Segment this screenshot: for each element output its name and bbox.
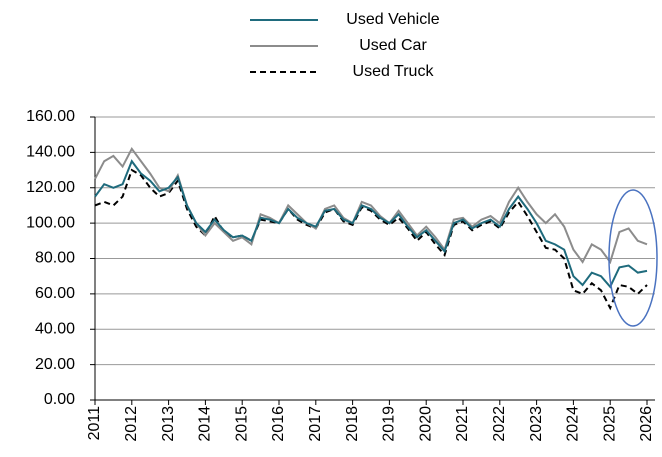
y-tick-label: 160.00 <box>26 108 75 125</box>
x-tick-label: 2022 <box>491 406 508 442</box>
x-tick-label: 2013 <box>160 406 177 442</box>
x-tick-label: 2021 <box>454 406 471 442</box>
highlight-ellipse <box>608 189 658 327</box>
legend-label: Used Car <box>359 37 427 54</box>
x-tick-label: 2017 <box>307 406 324 442</box>
series-line <box>94 168 648 311</box>
x-tick-label: 2014 <box>197 406 214 442</box>
y-tick-label: 80.00 <box>35 250 75 267</box>
legend-label: Used Truck <box>353 63 435 80</box>
x-tick-label: 2018 <box>344 406 361 442</box>
y-tick-label: 140.00 <box>26 144 75 161</box>
x-tick-label: 2019 <box>381 406 398 442</box>
y-tick-label: 60.00 <box>35 285 75 302</box>
y-tick-label: 100.00 <box>26 214 75 231</box>
x-tick-label: 2016 <box>270 406 287 442</box>
series-line <box>94 146 648 265</box>
y-tick-label: 20.00 <box>35 356 75 373</box>
x-tick-label: 2024 <box>565 406 582 442</box>
legend-label: Used Vehicle <box>346 11 439 28</box>
y-tick-label: 120.00 <box>26 179 75 196</box>
x-tick-label: 2020 <box>417 406 434 442</box>
series-line <box>94 159 648 289</box>
y-tick-label: 40.00 <box>35 320 75 337</box>
x-tick-label: 2026 <box>638 406 655 442</box>
x-tick-label: 2023 <box>528 406 545 442</box>
x-tick-label: 2012 <box>123 406 140 442</box>
y-tick-label: 0.00 <box>44 391 75 408</box>
x-tick-label: 2015 <box>233 406 250 442</box>
x-tick-label: 2011 <box>86 406 103 441</box>
x-tick-label: 2025 <box>601 406 618 442</box>
